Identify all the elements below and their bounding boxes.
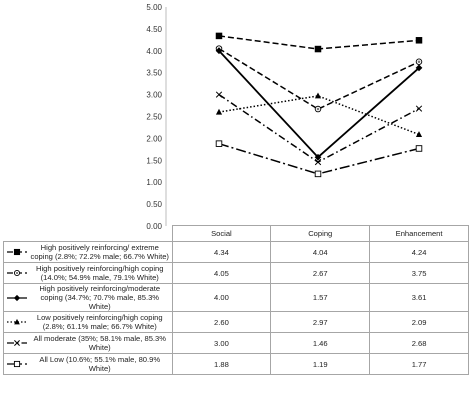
data-point — [314, 105, 322, 113]
data-table-value: 2.67 — [270, 262, 371, 284]
data-point — [415, 37, 423, 44]
legend-key-icon — [7, 360, 27, 368]
data-table-value: 4.05 — [171, 262, 272, 284]
series-markers — [215, 32, 423, 178]
data-point — [215, 108, 223, 115]
legend-entry: High positively reinforcing/ extreme cop… — [3, 241, 173, 263]
data-table-corner — [3, 225, 173, 242]
data-table-value: 2.60 — [171, 311, 272, 333]
data-table-value: 4.04 — [270, 241, 371, 263]
data-table-value: 1.77 — [369, 353, 469, 375]
legend-entry: Low positively reinforcing/high coping (… — [3, 311, 173, 333]
data-point — [314, 45, 322, 53]
data-table-value: 4.00 — [171, 283, 272, 312]
category-label: Social — [171, 225, 272, 242]
y-tick-label: 4.50 — [146, 25, 162, 34]
data-table-row: Low positively reinforcing/high coping (… — [3, 311, 469, 333]
legend-entry: All Low (10.6%; 55.1% male, 80.9% White) — [3, 353, 173, 375]
data-table-value: 1.88 — [171, 353, 272, 375]
legend-label: Low positively reinforcing/high coping (… — [36, 313, 163, 331]
data-table-value: 1.57 — [270, 283, 371, 312]
data-point — [314, 153, 322, 161]
series-lines — [218, 35, 420, 175]
legend-entry: High positively reinforcing/moderate cop… — [3, 283, 173, 312]
category-label: Enhancement — [369, 225, 469, 242]
y-tick-label: 2.50 — [146, 113, 162, 122]
data-table-row: All Low (10.6%; 55.1% male, 80.9% White)… — [3, 353, 469, 375]
data-table-row: High positively reinforcing/moderate cop… — [3, 283, 469, 312]
y-tick-label: 0.50 — [146, 200, 162, 209]
data-point — [415, 64, 423, 72]
legend-label: High positively reinforcing/ extreme cop… — [30, 243, 169, 261]
data-point — [215, 47, 223, 55]
data-table-value: 2.97 — [270, 311, 371, 333]
data-table-value: 3.75 — [369, 262, 469, 284]
legend-key-icon — [7, 269, 27, 277]
data-table: Social Coping Enhancement High positivel… — [3, 225, 469, 375]
legend-entry: High positively reinforcing/high coping … — [3, 262, 173, 284]
y-tick-label: 3.50 — [146, 69, 162, 78]
y-tick-label: 3.00 — [146, 91, 162, 100]
data-point — [415, 58, 423, 66]
y-tick-label: 5.00 — [146, 3, 162, 12]
y-tick-label: 1.50 — [146, 156, 162, 165]
data-point — [314, 158, 322, 166]
legend-label: All moderate (35%; 58.1% male, 85.3% Whi… — [33, 334, 167, 352]
data-table-value: 1.19 — [270, 353, 371, 375]
data-point — [415, 131, 423, 137]
legend-entry: All moderate (35%; 58.1% male, 85.3% Whi… — [3, 332, 173, 354]
y-tick-label: 4.00 — [146, 47, 162, 56]
data-table-value: 3.00 — [171, 332, 272, 354]
data-table-value: 2.68 — [369, 332, 469, 354]
legend-key-icon — [7, 318, 27, 325]
y-axis: 0.000.501.001.502.002.503.003.504.004.50… — [146, 3, 167, 231]
data-table-value: 2.09 — [369, 311, 469, 333]
data-point — [314, 92, 322, 99]
series-line — [218, 50, 420, 159]
data-table-value: 1.46 — [270, 332, 371, 354]
data-point — [215, 91, 223, 98]
data-point — [415, 145, 423, 152]
data-table-row: High positively reinforcing/high coping … — [3, 262, 469, 284]
data-table-value: 4.34 — [171, 241, 272, 263]
data-point — [314, 170, 322, 178]
legend-key-icon — [7, 248, 27, 256]
y-tick-label: 2.00 — [146, 134, 162, 143]
data-table-row: High positively reinforcing/ extreme cop… — [3, 241, 469, 263]
series-line — [218, 95, 420, 136]
data-table-value: 3.61 — [369, 283, 469, 312]
legend-label: High positively reinforcing/high coping … — [36, 264, 164, 282]
legend-key-icon — [7, 340, 27, 346]
series-line — [218, 47, 420, 110]
data-point — [215, 140, 223, 147]
data-point — [415, 105, 423, 112]
y-tick-label: 1.00 — [146, 178, 162, 187]
data-table-header-row: Social Coping Enhancement — [3, 225, 469, 242]
data-point — [215, 32, 223, 40]
legend-label: High positively reinforcing/moderate cop… — [39, 284, 161, 311]
data-table-row: All moderate (35%; 58.1% male, 85.3% Whi… — [3, 332, 469, 354]
legend-key-icon — [7, 294, 27, 301]
series-line — [218, 93, 420, 163]
category-label: Coping — [270, 225, 371, 242]
data-table-value: 4.24 — [369, 241, 469, 263]
legend-label: All Low (10.6%; 55.1% male, 80.9% White) — [39, 355, 161, 373]
